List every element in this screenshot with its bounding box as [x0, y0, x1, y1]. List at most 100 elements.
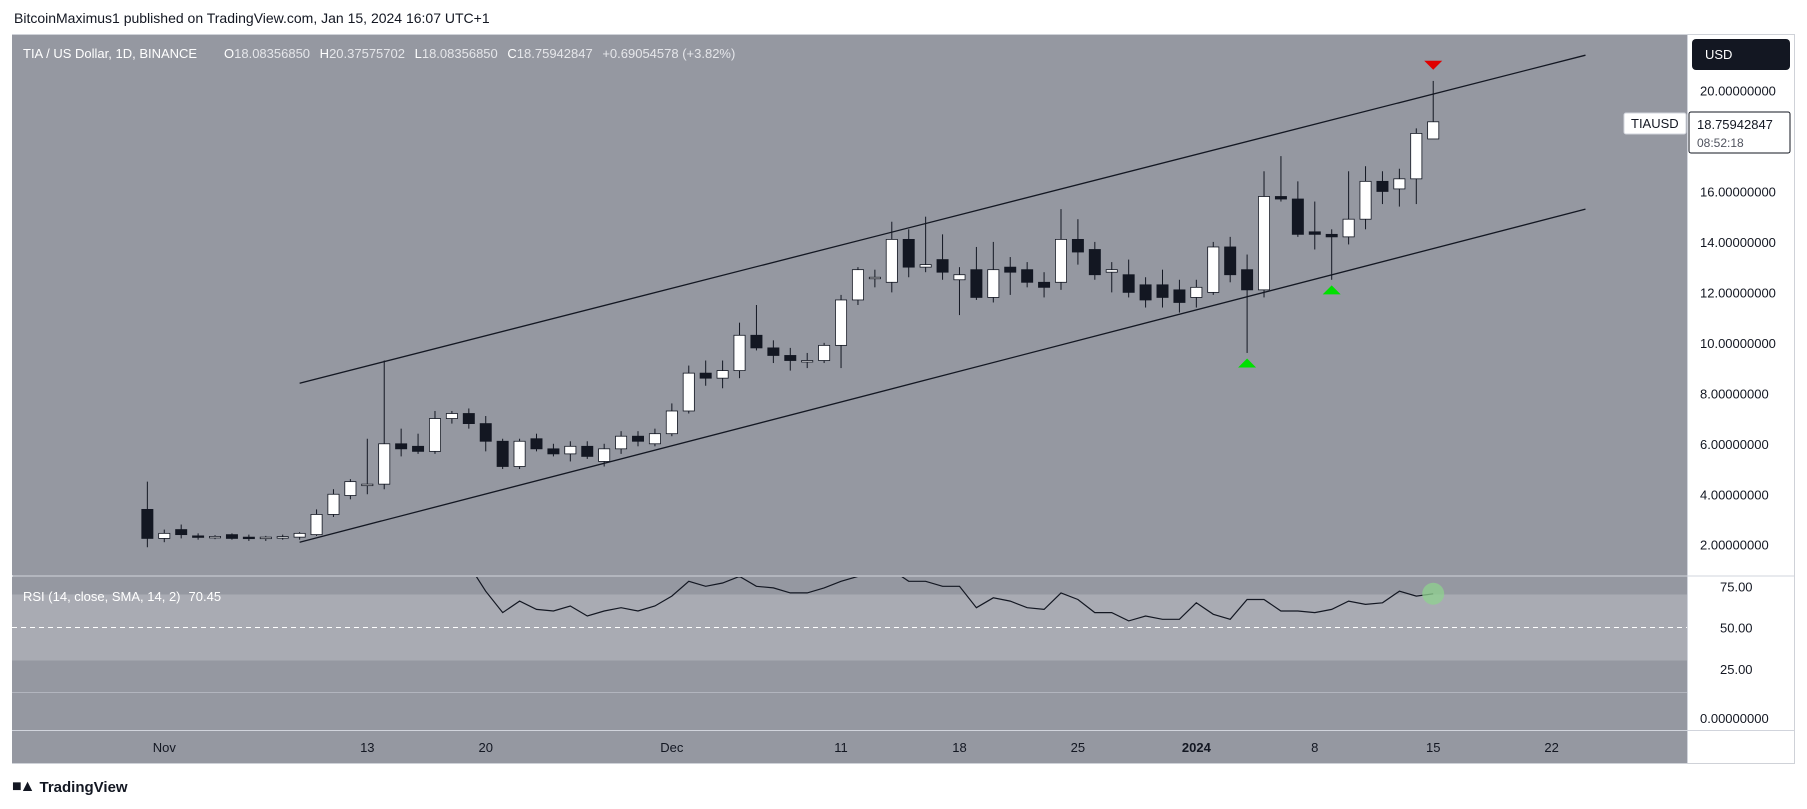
candle[interactable] [445, 410, 458, 424]
candle[interactable] [1291, 181, 1304, 237]
candle[interactable] [158, 529, 171, 543]
candle[interactable] [361, 438, 374, 495]
candle[interactable] [310, 509, 323, 536]
candle[interactable] [1393, 168, 1406, 207]
candle[interactable] [885, 221, 898, 293]
candle[interactable] [462, 408, 475, 429]
price-scale[interactable] [1688, 35, 1794, 763]
candle[interactable] [818, 342, 831, 364]
candle[interactable] [767, 340, 780, 364]
candle[interactable] [344, 479, 357, 500]
channel-upper-line[interactable] [299, 54, 1586, 384]
candle[interactable] [242, 534, 255, 541]
candle[interactable] [547, 443, 560, 457]
candle[interactable] [953, 267, 966, 316]
ohlc-legend: O18.08356850 H20.37575702 L18.08356850 C… [224, 46, 735, 61]
candle[interactable] [141, 481, 154, 548]
candle[interactable] [1224, 236, 1237, 283]
candle[interactable] [175, 524, 188, 539]
candle[interactable] [1105, 262, 1118, 293]
candle-body [767, 347, 780, 356]
candle[interactable] [1308, 201, 1321, 250]
candle[interactable] [919, 216, 932, 273]
candle[interactable] [581, 441, 594, 459]
candle[interactable] [835, 294, 848, 369]
candle-body [1055, 238, 1067, 283]
symbol-legend[interactable]: TIA / US Dollar, 1D, BINANCE [23, 46, 197, 61]
candle[interactable] [564, 441, 577, 462]
candle[interactable] [513, 438, 526, 470]
candle[interactable] [276, 534, 289, 540]
candle-body [716, 370, 729, 379]
candle[interactable] [293, 532, 306, 540]
candle[interactable] [479, 416, 492, 452]
candle[interactable] [1122, 259, 1135, 298]
candle[interactable] [868, 269, 881, 288]
candle[interactable] [192, 533, 205, 540]
tradingview-logo-icon: ■▲ [12, 778, 35, 795]
currency-button-label[interactable]: USD [1705, 47, 1732, 62]
candle[interactable] [1071, 219, 1084, 265]
candle[interactable] [632, 431, 644, 447]
candle[interactable] [1156, 269, 1169, 308]
time-axis-tick: Dec [660, 740, 684, 755]
candle-body [310, 514, 323, 536]
candle[interactable] [378, 360, 391, 490]
candle[interactable] [936, 234, 949, 280]
candle[interactable] [750, 305, 763, 351]
candle[interactable] [1038, 272, 1051, 298]
candle[interactable] [1004, 257, 1017, 295]
candle[interactable] [987, 241, 1000, 303]
candle[interactable] [225, 533, 238, 540]
candle[interactable] [648, 428, 661, 447]
candle[interactable] [902, 229, 915, 278]
rsi-line[interactable] [384, 553, 1434, 622]
candle[interactable] [784, 347, 797, 371]
tradingview-footer[interactable]: ■▲ TradingView [12, 778, 128, 796]
candle[interactable] [1055, 209, 1067, 290]
candle-body [733, 334, 746, 372]
rsi-legend[interactable]: RSI (14, close, SMA, 14, 2) 70.45 [23, 589, 221, 604]
candle[interactable] [1359, 166, 1372, 230]
candle[interactable] [395, 428, 408, 457]
candle[interactable] [259, 535, 272, 541]
currency-button[interactable]: USD [1692, 39, 1790, 70]
candle[interactable] [412, 433, 425, 454]
candle[interactable] [615, 431, 628, 454]
candle[interactable] [1274, 156, 1287, 202]
candle[interactable] [1410, 128, 1423, 205]
candle[interactable] [716, 360, 729, 389]
channel-lower-line[interactable] [299, 208, 1586, 543]
candle[interactable] [699, 360, 712, 386]
candle[interactable] [428, 410, 441, 454]
candle[interactable] [496, 438, 509, 470]
candle[interactable] [1342, 171, 1355, 245]
candle[interactable] [1258, 171, 1271, 298]
candle[interactable] [1207, 241, 1220, 295]
candle-body [259, 536, 272, 540]
candle[interactable] [327, 489, 340, 517]
candle-body [1071, 238, 1084, 253]
time-axis[interactable] [12, 730, 1687, 763]
candle-body [293, 532, 306, 538]
candle[interactable] [1173, 279, 1186, 313]
candle[interactable] [1241, 254, 1254, 353]
candle[interactable] [851, 267, 864, 305]
candle[interactable] [682, 365, 695, 414]
arrow-up-icon [1238, 358, 1257, 368]
price-pane[interactable] [12, 35, 1687, 575]
candle[interactable] [733, 322, 746, 379]
candle[interactable] [1139, 277, 1152, 308]
candle[interactable] [1088, 241, 1101, 280]
candle[interactable] [530, 433, 543, 452]
candle[interactable] [801, 352, 814, 369]
candle[interactable] [665, 403, 678, 437]
candle[interactable] [1376, 171, 1389, 205]
candle[interactable] [970, 246, 983, 300]
candle[interactable] [1190, 279, 1203, 308]
candle[interactable] [1325, 229, 1338, 280]
candle[interactable] [1427, 80, 1440, 140]
candle[interactable] [209, 535, 222, 540]
candle[interactable] [1021, 262, 1034, 288]
